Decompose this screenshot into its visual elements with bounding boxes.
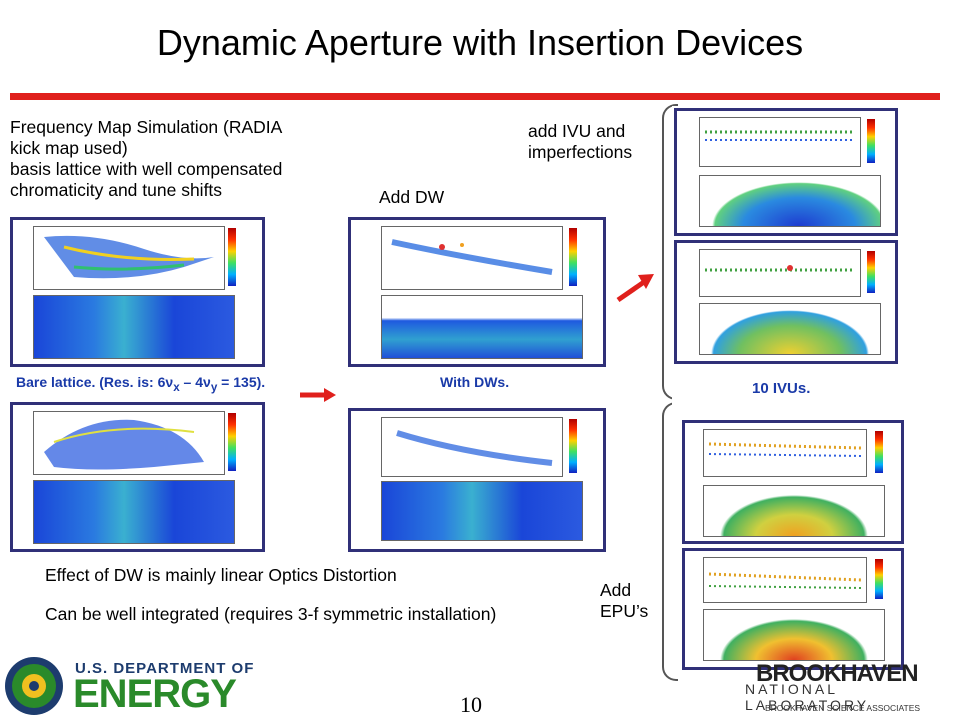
right-arrow-icon: [300, 388, 336, 402]
doe-logo-line1: U.S. DEPARTMENT OF: [75, 660, 255, 677]
aperture-map-plot: [699, 303, 881, 355]
colorbar: [228, 228, 236, 286]
aperture-map-plot: [381, 295, 583, 359]
aperture-map-plot: [703, 609, 885, 661]
bare-lattice-caption: Bare lattice. (Res. is: 6νx – 4νy = 135)…: [16, 374, 265, 394]
aperture-map-plot: [699, 175, 881, 227]
diagonal-arrow-icon: [616, 274, 654, 303]
add-ivu-line: imperfections: [528, 142, 633, 162]
tune-diagram-plot: [703, 429, 867, 477]
bare-lattice-panel-lower: [10, 402, 265, 552]
title-underline: [10, 93, 940, 100]
add-ivu-label: add IVU and imperfections: [528, 121, 632, 163]
bnl-logo-line3: BROOKHAVEN SCIENCE ASSOCIATES: [765, 703, 921, 713]
add-ivu-line: add IVU and: [528, 121, 626, 141]
effect-text: Effect of DW is mainly linear Optics Dis…: [45, 565, 397, 585]
bnl-logo-line1: BROOKHAVEN: [756, 660, 919, 687]
tune-scatter-graphic: [708, 572, 862, 589]
add-epu-line: EPU’s: [600, 601, 649, 621]
ivus-caption: 10 IVUs.: [752, 380, 811, 397]
caption-sub: x: [173, 380, 180, 394]
colorbar: [569, 419, 577, 473]
tune-scatter-graphic: [396, 430, 553, 466]
ivu-panel-lower: [674, 240, 898, 364]
epu-panel: [682, 420, 904, 544]
tune-diagram-plot: [381, 417, 563, 477]
tune-diagram-plot: [699, 249, 861, 297]
add-epu-line: Add: [600, 580, 632, 600]
ivu-bracket: [662, 104, 678, 400]
aperture-map-plot: [33, 480, 235, 544]
epu-panel-lower: [682, 548, 904, 670]
slide-title: Dynamic Aperture with Insertion Devices: [156, 22, 804, 63]
with-dw-panel: [348, 217, 606, 367]
aperture-map-plot: [381, 481, 583, 541]
colorbar: [875, 431, 883, 473]
with-dws-caption: With DWs.: [440, 374, 510, 390]
ivu-figure: 10 IVUs.: [672, 106, 904, 406]
tune-scatter-graphic: [705, 265, 855, 272]
ivu-panel: [674, 108, 898, 236]
tune-scatter-graphic: [391, 239, 553, 275]
colorbar: [867, 119, 875, 163]
intro-line: chromaticity and tune shifts: [10, 180, 223, 200]
bare-lattice-panel: [10, 217, 265, 367]
tune-diagram-plot: [33, 411, 225, 475]
colorbar: [228, 413, 236, 471]
caption-part: Bare lattice. (Res. is: 6ν: [16, 374, 174, 390]
with-dw-panel-lower: [348, 408, 606, 552]
caption-sub: y: [210, 380, 218, 394]
epu-bracket: [662, 402, 678, 681]
doe-seal-icon: [5, 657, 63, 715]
colorbar: [569, 228, 577, 286]
intro-line: basis lattice with well compensated: [10, 159, 283, 179]
page-number: 10: [460, 692, 482, 717]
epu-figure: [680, 418, 908, 673]
frequency-map-figure: Bare lattice. (Res. is: 6νx – 4νy = 135)…: [10, 212, 615, 555]
tune-diagram-plot: [381, 226, 563, 290]
tune-scatter-graphic: [44, 419, 204, 470]
integrated-text: Can be well integrated (requires 3-f sym…: [45, 604, 497, 624]
caption-part: = 135).: [217, 374, 266, 390]
tune-diagram-plot: [33, 226, 225, 290]
colorbar: [867, 251, 875, 293]
intro-line: Frequency Map Simulation (RADIA: [10, 117, 283, 137]
add-epu-label: Add EPU’s: [600, 580, 648, 622]
tune-diagram-plot: [703, 557, 867, 603]
aperture-map-plot: [703, 485, 885, 537]
tune-scatter-graphic: [705, 130, 855, 141]
colorbar: [875, 559, 883, 599]
add-dw-label: Add DW: [379, 187, 445, 207]
tune-diagram-plot: [699, 117, 861, 167]
tune-scatter-graphic: [44, 235, 214, 279]
intro-text: Frequency Map Simulation (RADIA kick map…: [10, 117, 282, 201]
caption-part: – 4ν: [179, 374, 211, 390]
doe-logo-line2: ENERGY: [73, 672, 237, 716]
intro-line: kick map used): [10, 138, 128, 158]
tune-scatter-graphic: [708, 442, 862, 457]
bnl-logo-line2: NATIONAL LABORATORY: [745, 681, 870, 713]
aperture-map-plot: [33, 295, 235, 359]
